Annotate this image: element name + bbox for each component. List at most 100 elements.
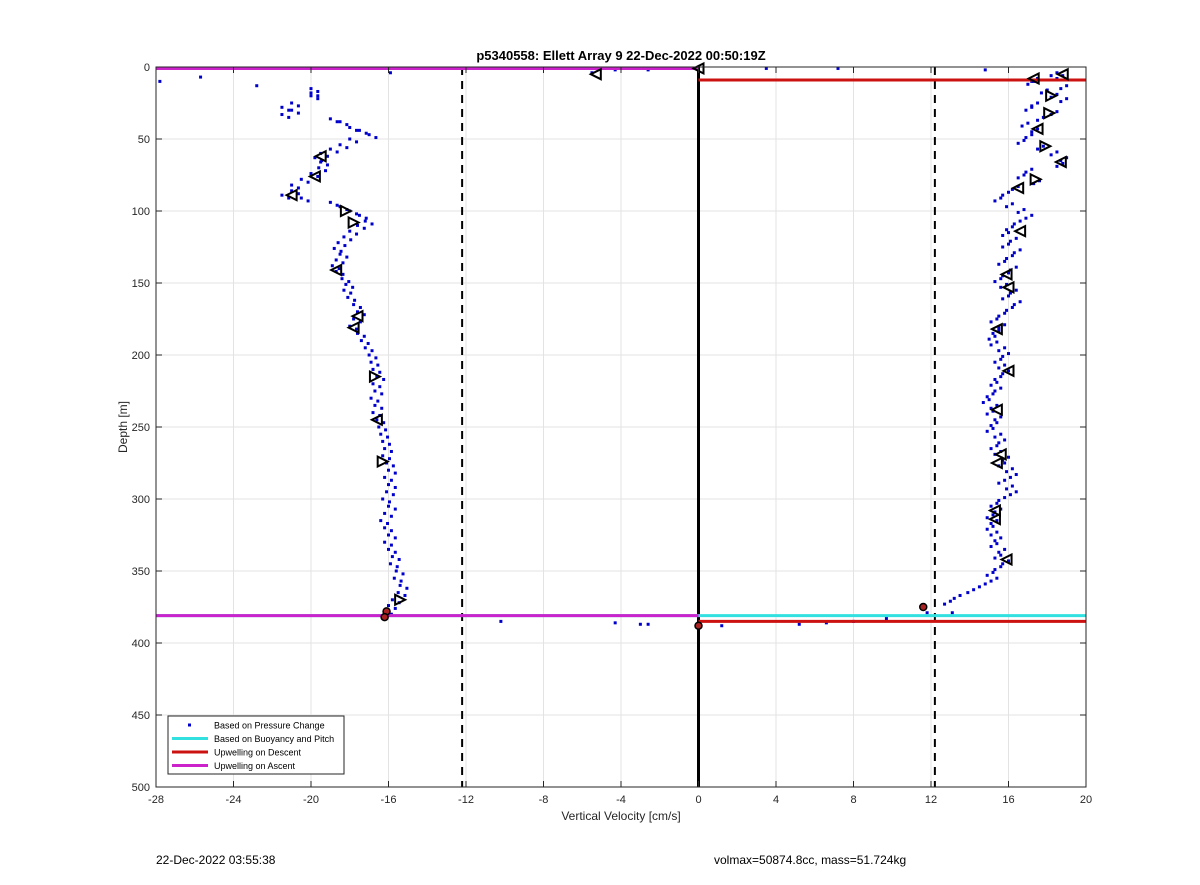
data-point — [389, 449, 393, 453]
data-point — [1012, 251, 1016, 255]
data-point — [371, 382, 375, 386]
data-point — [999, 196, 1003, 200]
data-point — [393, 536, 397, 540]
data-point — [1039, 91, 1043, 95]
data-point — [985, 573, 989, 577]
upwelling-lines — [156, 66, 1086, 623]
data-point — [287, 108, 291, 112]
data-point — [999, 277, 1003, 281]
x-tick-label: -20 — [303, 794, 319, 806]
data-point — [352, 303, 356, 307]
data-point — [1010, 467, 1014, 471]
y-tick-label: 0 — [144, 62, 150, 74]
data-point — [351, 285, 355, 289]
data-point — [1010, 225, 1014, 229]
data-point — [1007, 242, 1010, 246]
data-point — [352, 317, 356, 321]
data-point — [997, 262, 1001, 266]
data-point — [1007, 294, 1010, 298]
data-point — [341, 272, 345, 276]
data-point — [387, 604, 390, 608]
data-point — [375, 375, 379, 379]
triangle-marker — [1026, 71, 1040, 86]
data-point — [948, 599, 952, 603]
data-point — [389, 529, 393, 533]
data-point — [306, 199, 310, 203]
data-point — [993, 435, 997, 439]
data-point — [1003, 346, 1007, 350]
data-point — [320, 159, 324, 163]
x-axis-label: Vertical Velocity [cm/s] — [561, 809, 680, 823]
data-point — [362, 334, 366, 338]
data-point — [355, 212, 359, 216]
data-point — [1007, 231, 1010, 235]
data-point — [997, 481, 1001, 485]
data-point — [993, 360, 997, 364]
data-point — [989, 545, 993, 549]
data-point — [378, 385, 382, 389]
triangle-marker — [1029, 172, 1043, 186]
end-marker — [380, 612, 389, 622]
data-point — [383, 526, 387, 530]
data-point — [1018, 219, 1022, 223]
data-point — [985, 412, 989, 416]
data-point — [325, 163, 329, 167]
data-point — [355, 327, 359, 331]
data-point — [989, 579, 993, 583]
data-point — [280, 113, 284, 117]
data-point — [995, 403, 999, 407]
data-point — [999, 285, 1003, 289]
triangle-marker — [346, 321, 360, 335]
data-point — [387, 483, 390, 487]
data-point — [720, 624, 724, 628]
data-point — [993, 539, 997, 543]
data-point — [993, 568, 997, 572]
data-point — [382, 421, 386, 425]
data-point — [374, 136, 378, 140]
data-point — [1020, 124, 1024, 128]
data-point — [395, 565, 399, 569]
data-point — [339, 249, 343, 253]
triangle-marker — [987, 503, 1001, 518]
data-point — [1016, 176, 1020, 180]
data-point — [1010, 187, 1014, 191]
data-point — [342, 235, 346, 239]
data-point — [369, 396, 373, 400]
triangle-marker — [284, 188, 298, 202]
data-point — [1001, 233, 1005, 237]
triangle-marker — [989, 456, 1003, 470]
data-point — [1030, 213, 1034, 217]
data-point — [952, 596, 956, 600]
data-point — [995, 317, 999, 321]
data-point — [993, 389, 997, 393]
data-point — [158, 79, 162, 83]
data-point — [999, 357, 1003, 361]
data-point — [335, 120, 339, 124]
data-point — [985, 395, 989, 399]
data-point — [1022, 173, 1026, 177]
triangle-marker — [1043, 106, 1057, 120]
data-point — [345, 123, 349, 127]
data-point — [999, 386, 1003, 390]
data-point — [381, 439, 385, 443]
data-point — [341, 261, 345, 265]
data-point — [1007, 190, 1010, 194]
x-tick-label: -28 — [148, 794, 164, 806]
data-point — [332, 246, 336, 250]
data-point — [309, 172, 313, 176]
data-point — [1003, 461, 1007, 465]
data-point — [993, 199, 997, 203]
data-point — [355, 232, 359, 236]
y-tick-label: 250 — [132, 422, 150, 434]
data-point — [1059, 100, 1063, 104]
data-point — [943, 602, 947, 606]
triangle-marker — [588, 67, 602, 81]
data-point — [299, 196, 303, 200]
data-point — [325, 154, 329, 158]
data-point — [1024, 136, 1028, 140]
data-point — [373, 389, 377, 393]
data-point — [1018, 300, 1022, 304]
data-point — [989, 504, 993, 508]
chart-title: p5340558: Ellett Array 9 22-Dec-2022 00:… — [476, 48, 765, 63]
triangle-marker — [350, 309, 364, 323]
